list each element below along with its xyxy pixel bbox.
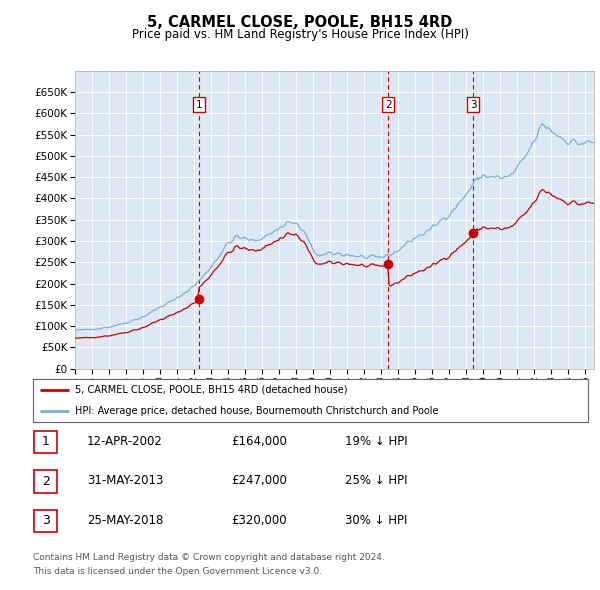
Text: £320,000: £320,000 bbox=[231, 514, 287, 527]
Text: 25% ↓ HPI: 25% ↓ HPI bbox=[345, 474, 407, 487]
Text: 12-APR-2002: 12-APR-2002 bbox=[87, 435, 163, 448]
Text: 19% ↓ HPI: 19% ↓ HPI bbox=[345, 435, 407, 448]
Text: 25-MAY-2018: 25-MAY-2018 bbox=[87, 514, 163, 527]
Text: 30% ↓ HPI: 30% ↓ HPI bbox=[345, 514, 407, 527]
Text: Price paid vs. HM Land Registry's House Price Index (HPI): Price paid vs. HM Land Registry's House … bbox=[131, 28, 469, 41]
Text: 1: 1 bbox=[41, 435, 50, 448]
Text: 1: 1 bbox=[196, 100, 202, 110]
Text: 2: 2 bbox=[41, 475, 50, 488]
Text: £164,000: £164,000 bbox=[231, 435, 287, 448]
Text: 3: 3 bbox=[470, 100, 476, 110]
Text: 5, CARMEL CLOSE, POOLE, BH15 4RD (detached house): 5, CARMEL CLOSE, POOLE, BH15 4RD (detach… bbox=[74, 385, 347, 395]
Text: HPI: Average price, detached house, Bournemouth Christchurch and Poole: HPI: Average price, detached house, Bour… bbox=[74, 407, 438, 416]
Text: 31-MAY-2013: 31-MAY-2013 bbox=[87, 474, 163, 487]
Text: This data is licensed under the Open Government Licence v3.0.: This data is licensed under the Open Gov… bbox=[33, 566, 322, 576]
Text: Contains HM Land Registry data © Crown copyright and database right 2024.: Contains HM Land Registry data © Crown c… bbox=[33, 553, 385, 562]
Text: £247,000: £247,000 bbox=[231, 474, 287, 487]
Text: 5, CARMEL CLOSE, POOLE, BH15 4RD: 5, CARMEL CLOSE, POOLE, BH15 4RD bbox=[148, 15, 452, 30]
Text: 3: 3 bbox=[41, 514, 50, 527]
Text: 2: 2 bbox=[385, 100, 392, 110]
